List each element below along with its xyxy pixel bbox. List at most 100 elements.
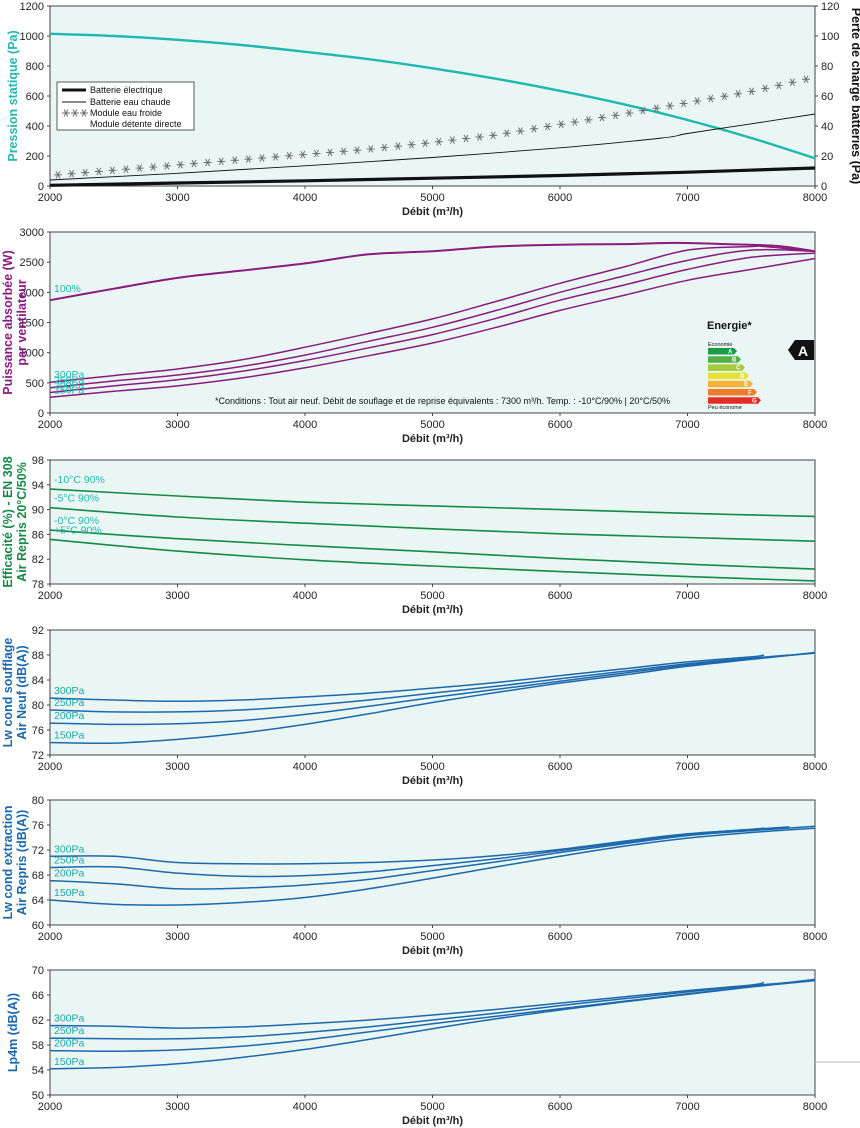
- x-tick-label: 6000: [548, 761, 572, 773]
- x-tick-label: 8000: [803, 931, 827, 943]
- y-tick-label: 800: [26, 61, 44, 73]
- x-axis-label: Débit (m³/h): [402, 1115, 463, 1127]
- energy-class-badge-letter: A: [798, 343, 808, 359]
- y-tick-label: 80: [32, 700, 44, 712]
- chart-panel-6: 50 54 58 62 66 70 2000 3000 4000 5000 6000 7000 8000…: [6, 965, 827, 1127]
- y-tick-label: 88: [32, 650, 44, 662]
- series-line-250pa: [49, 826, 790, 878]
- x-tick-label: 4000: [293, 192, 317, 204]
- x-tick-label: 6000: [548, 931, 572, 943]
- y-axis-label-line2: Air Repris (dB(A)): [15, 810, 29, 916]
- x-axis-label: Débit (m³/h): [402, 604, 463, 616]
- x-tick-label: 8000: [803, 419, 827, 431]
- curve-label: -0°C 90%: [54, 515, 99, 527]
- y-tick-label: 3000: [20, 227, 44, 239]
- curve-label: 200Pa: [54, 1038, 85, 1050]
- chart-panel-1: 0 200 400 600 800 1000 1200 0 20 40 60 80 100 120 2000…: [6, 1, 860, 218]
- series-line-batterie-eau-chaude: [49, 113, 816, 181]
- curve-label: 300Pa: [54, 369, 85, 381]
- y-right-tick-label: 0: [821, 181, 827, 193]
- y-tick-label: 72: [32, 750, 44, 762]
- x-tick-label: 3000: [165, 931, 189, 943]
- x-tick-label: 5000: [420, 931, 444, 943]
- x-tick-label: 7000: [675, 192, 699, 204]
- curve-label: -10°C 90%: [54, 474, 105, 486]
- series-line-150pa: [49, 978, 816, 1070]
- y-tick-label: 72: [32, 845, 44, 857]
- y-tick-label: 78: [32, 579, 44, 591]
- x-tick-label: 3000: [165, 590, 189, 602]
- y-tick-label: 500: [26, 378, 44, 390]
- y-right-tick-label: 80: [821, 61, 833, 73]
- y-tick-label: 84: [32, 675, 44, 687]
- x-tick-label: 7000: [675, 761, 699, 773]
- x-tick-label: 2000: [38, 192, 62, 204]
- y-right-tick-label: 40: [821, 121, 833, 133]
- x-tick-label: 5000: [420, 419, 444, 431]
- y-tick-label: 60: [32, 920, 44, 932]
- curve-label: 200Pa: [54, 868, 85, 880]
- curve-label: 300Pa: [54, 1013, 85, 1025]
- y-tick-label: 98: [32, 455, 44, 467]
- x-tick-label: 8000: [803, 590, 827, 602]
- y-tick-label: 68: [32, 870, 44, 882]
- series-line--5-c-90-: [49, 506, 816, 542]
- y-right-tick-label: 20: [821, 151, 833, 163]
- x-tick-label: 3000: [165, 761, 189, 773]
- y-tick-label: 76: [32, 725, 44, 737]
- x-tick-label: 8000: [803, 1101, 827, 1113]
- x-tick-label: 5000: [420, 192, 444, 204]
- y-axis-label-line2: Air Neuf (dB(A)): [15, 645, 29, 739]
- y-tick-label: 62: [32, 1015, 44, 1027]
- y-tick-label: 80: [32, 795, 44, 807]
- y-right-axis-label: Perte de charge batteries (Pa): [849, 8, 860, 184]
- x-tick-label: 5000: [420, 761, 444, 773]
- series-line--5-c-90-: [49, 538, 816, 582]
- y-right-tick-label: 120: [821, 1, 839, 13]
- series-line-200pa: [49, 252, 816, 394]
- y-tick-label: 64: [32, 895, 44, 907]
- curve-label: 250Pa: [54, 375, 85, 387]
- curve-label: 150Pa: [54, 384, 85, 396]
- x-tick-label: 4000: [293, 1101, 317, 1113]
- series-line-250pa: [49, 654, 790, 713]
- y-axis-label: Lw cond soufflage: [1, 638, 15, 748]
- energy-bar-g: [708, 397, 761, 404]
- y-tick-label: 1000: [20, 31, 44, 43]
- energy-bar-letter: B: [732, 358, 737, 364]
- series-line-250pa: [49, 981, 790, 1040]
- series-line-100-: [49, 241, 816, 302]
- x-tick-label: 8000: [803, 192, 827, 204]
- chart-panel-3: 78 82 86 90 94 98 2000 3000 4000 5000 6000 7000 8000…: [1, 455, 827, 616]
- energy-title: Energie*: [707, 320, 752, 332]
- legend-label: Batterie électrique: [90, 85, 163, 95]
- x-axis-label: Débit (m³/h): [402, 433, 463, 445]
- y-right-tick-label: 60: [821, 91, 833, 103]
- plot-area: [49, 459, 816, 585]
- energy-bar-d: [708, 372, 749, 380]
- x-tick-label: 2000: [38, 931, 62, 943]
- y-tick-label: 90: [32, 505, 44, 517]
- y-tick-label: 0: [38, 181, 44, 193]
- series-line-batterie-lectrique: [49, 166, 816, 187]
- x-tick-label: 4000: [293, 931, 317, 943]
- energy-bottom-text: Peu économe: [708, 405, 742, 411]
- curve-label: 250Pa: [54, 1025, 85, 1037]
- conditions-note: *Conditions : Tout air neuf. Débit de so…: [215, 396, 670, 406]
- series-line-150pa: [49, 257, 816, 399]
- legend-label: Module eau froide: [90, 108, 162, 118]
- energy-bar-letter: C: [736, 366, 741, 372]
- curve-label: 250Pa: [54, 855, 85, 867]
- y-tick-label: 70: [32, 965, 44, 977]
- x-tick-label: 3000: [165, 192, 189, 204]
- curve-label: 150Pa: [54, 730, 85, 742]
- y-axis-label: Lp4m (dB(A)): [6, 993, 20, 1072]
- x-tick-label: 7000: [675, 419, 699, 431]
- series-line-300pa: [49, 245, 816, 383]
- series-line-150pa: [49, 827, 816, 906]
- x-axis-label: Débit (m³/h): [402, 775, 463, 787]
- energy-class-badge: [788, 340, 814, 360]
- x-tick-label: 2000: [38, 590, 62, 602]
